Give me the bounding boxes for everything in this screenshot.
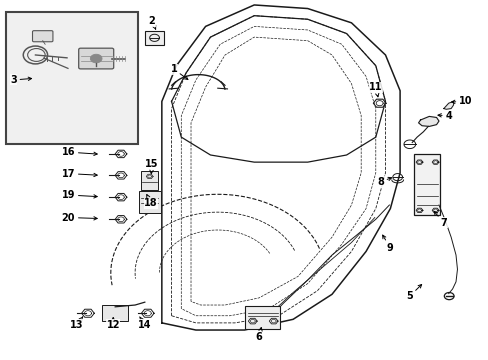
Polygon shape (443, 102, 453, 109)
Text: 20: 20 (61, 212, 97, 222)
Text: 11: 11 (368, 82, 382, 97)
Text: 9: 9 (382, 235, 393, 253)
FancyBboxPatch shape (102, 305, 128, 321)
FancyBboxPatch shape (79, 48, 114, 69)
FancyBboxPatch shape (144, 31, 164, 45)
Text: 8: 8 (376, 177, 391, 187)
Text: 4: 4 (437, 111, 451, 121)
FancyBboxPatch shape (139, 192, 161, 213)
Text: 16: 16 (61, 147, 97, 157)
Text: 12: 12 (106, 318, 120, 330)
Text: 5: 5 (406, 284, 421, 301)
Bar (6, 12, 137, 144)
Text: 13: 13 (70, 317, 83, 330)
Text: 7: 7 (433, 212, 447, 228)
FancyBboxPatch shape (245, 306, 280, 329)
Text: 15: 15 (145, 159, 159, 174)
Text: 1: 1 (170, 64, 187, 80)
Text: 17: 17 (61, 168, 97, 179)
Text: 2: 2 (148, 16, 156, 29)
Text: 3: 3 (10, 75, 32, 85)
FancyBboxPatch shape (413, 154, 440, 215)
Text: 18: 18 (144, 194, 158, 208)
Text: 19: 19 (61, 190, 97, 200)
Text: 10: 10 (451, 96, 471, 107)
Text: 14: 14 (138, 317, 151, 330)
Text: 6: 6 (255, 328, 262, 342)
FancyBboxPatch shape (32, 31, 53, 42)
Circle shape (90, 54, 102, 63)
FancyBboxPatch shape (141, 171, 158, 190)
Polygon shape (418, 116, 438, 126)
